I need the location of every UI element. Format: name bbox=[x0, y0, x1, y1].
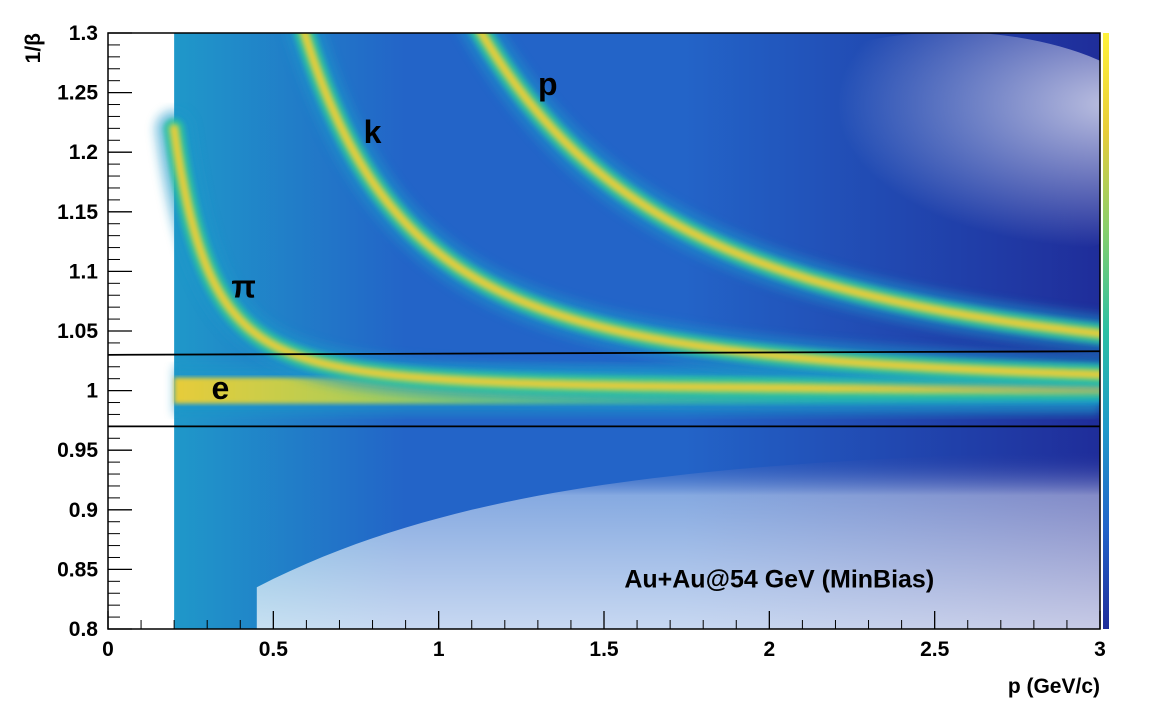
band-π-layer-3 bbox=[171, 125, 1100, 393]
y-tick-label: 1.15 bbox=[57, 201, 98, 224]
y-tick-label: 1.1 bbox=[69, 260, 99, 283]
x-tick-label: 1.5 bbox=[589, 638, 619, 661]
y-tick-label: 1.05 bbox=[57, 320, 98, 343]
sparse-region-upper bbox=[721, 33, 1100, 273]
particle-label: k bbox=[364, 114, 382, 150]
x-tick-label: 3 bbox=[1094, 638, 1106, 661]
sparse-region bbox=[256, 450, 1100, 629]
x-tick-label: 0.5 bbox=[259, 638, 289, 661]
y-tick-label: 0.9 bbox=[69, 499, 98, 522]
heatmap-density bbox=[155, 33, 1100, 629]
particle-label: e bbox=[212, 370, 230, 406]
x-axis-title: p (GeV/c) bbox=[1008, 675, 1100, 698]
x-tick-label: 2 bbox=[763, 638, 775, 661]
x-tick-label: 2.5 bbox=[920, 638, 950, 661]
x-tick-label: 1 bbox=[433, 638, 445, 661]
particle-label: π bbox=[231, 269, 256, 305]
y-tick-label: 1.2 bbox=[69, 141, 98, 164]
y-axis-title: 1/β bbox=[22, 33, 45, 64]
plot-area bbox=[108, 33, 1100, 629]
y-tick-label: 0.95 bbox=[57, 439, 98, 462]
cut-lines bbox=[108, 350, 1100, 428]
particle-label: p bbox=[538, 66, 558, 102]
band-p-layer-3 bbox=[478, 33, 1100, 337]
palette-bar bbox=[1103, 33, 1109, 629]
axes: 0 0.5 1 1.5 2 2.5 3 0.8 0.85 0.9 0.95 1 1.05 1.1 1.15 1… bbox=[57, 22, 1106, 661]
x-tick-label: 0 bbox=[102, 638, 114, 661]
band-k-layer-3 bbox=[301, 33, 1100, 378]
cut-line-0 bbox=[108, 350, 1100, 356]
particle-labels: π k p e bbox=[212, 66, 558, 406]
y-tick-label: 1.25 bbox=[57, 82, 98, 105]
y-tick-label: 1 bbox=[86, 380, 98, 403]
y-tick-label: 0.8 bbox=[69, 618, 99, 641]
dataset-annotation: Au+Au@54 GeV (MinBias) bbox=[624, 565, 934, 593]
y-tick-label: 0.85 bbox=[57, 558, 98, 581]
y-tick-label: 1.3 bbox=[69, 22, 98, 45]
